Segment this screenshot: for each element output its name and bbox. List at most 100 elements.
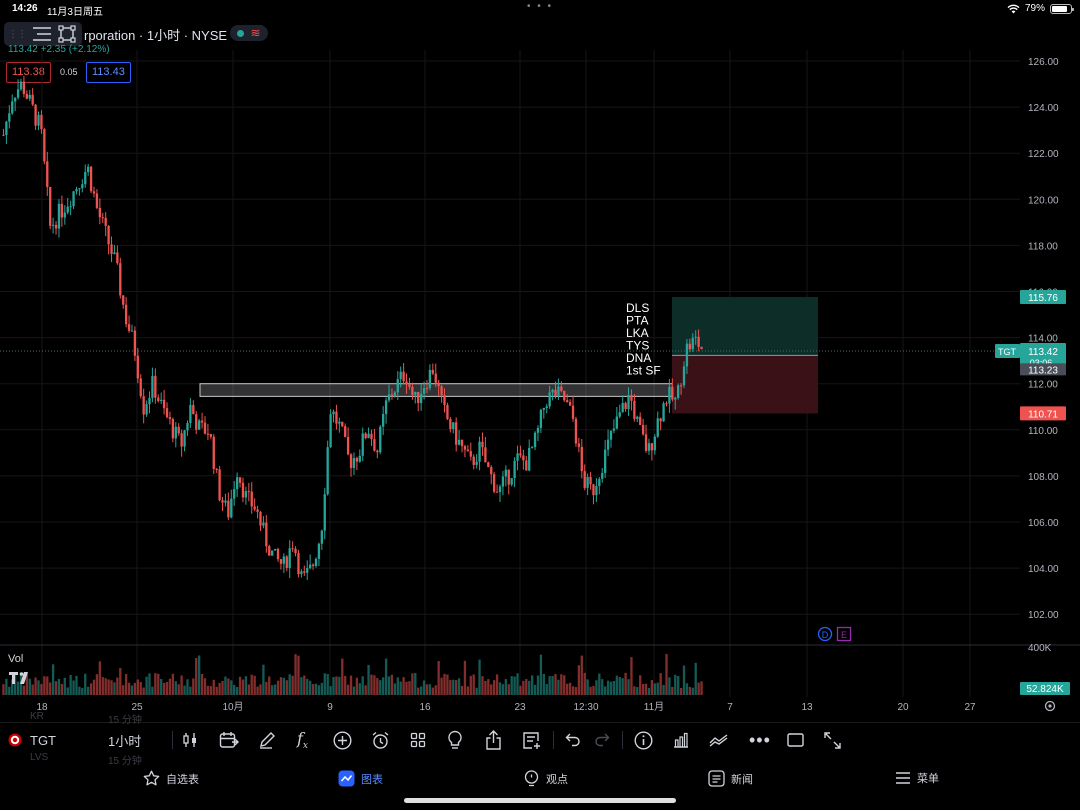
volume-bar xyxy=(560,674,563,695)
ask-button[interactable]: 113.43 xyxy=(86,62,131,83)
candle-body xyxy=(227,500,230,518)
drawing-toolbox[interactable]: ⋮⋮ xyxy=(4,22,82,46)
candle-body xyxy=(183,430,186,447)
candle xyxy=(583,464,586,491)
symbol-button[interactable]: TGT xyxy=(8,727,56,753)
market-status-pill[interactable]: ≋ xyxy=(230,25,268,41)
volume-bar xyxy=(72,680,75,695)
settings-gear-icon[interactable] xyxy=(1044,700,1056,712)
nav-watchlist[interactable]: 自选表 xyxy=(143,770,199,787)
candle xyxy=(396,371,399,400)
menu-lines-icon[interactable] xyxy=(32,26,52,42)
candle xyxy=(455,417,458,452)
nav-menu[interactable]: 菜单 xyxy=(895,770,939,786)
candle-body xyxy=(206,433,210,435)
candle xyxy=(551,388,554,401)
candle-body xyxy=(557,386,560,396)
candle xyxy=(615,407,618,430)
interval-button[interactable]: 1小时 xyxy=(108,727,141,753)
replay-button[interactable] xyxy=(219,727,239,753)
volume-bar xyxy=(481,676,484,695)
candle-body xyxy=(11,101,14,114)
volume-bar xyxy=(382,677,385,695)
candle xyxy=(694,330,697,345)
candle xyxy=(522,449,525,470)
candle xyxy=(384,397,388,424)
indicators-button[interactable]: fx xyxy=(297,727,308,753)
candle xyxy=(674,396,677,410)
volume-bar xyxy=(641,684,645,695)
candle xyxy=(568,399,572,406)
position-note: DNA xyxy=(626,351,651,365)
more-button[interactable]: ••• xyxy=(749,727,771,753)
price-chart[interactable]: 126.00124.00122.00120.00118.00116.00114.… xyxy=(0,50,1080,720)
candle xyxy=(151,367,154,403)
alert-button[interactable] xyxy=(371,727,390,753)
window-button[interactable] xyxy=(787,727,804,753)
volume-bar xyxy=(2,684,5,695)
volume-bar xyxy=(148,673,151,695)
bottom-navigation: 自选表 图表 观点 新闻 菜单 xyxy=(0,760,1080,800)
home-indicator[interactable] xyxy=(404,798,676,803)
notes-button[interactable] xyxy=(522,727,542,753)
nav-ideas[interactable]: 观点 xyxy=(523,770,568,787)
candle-body xyxy=(107,225,110,245)
layouts-button[interactable] xyxy=(410,727,426,753)
candle-body xyxy=(358,455,361,462)
volume-bar xyxy=(66,687,69,695)
candle xyxy=(230,489,233,519)
drag-handle-icon[interactable]: ⋮⋮ xyxy=(8,28,27,40)
multitask-dots[interactable]: • • • xyxy=(527,1,554,12)
volume-bar xyxy=(455,680,458,695)
candle-body xyxy=(478,441,481,462)
candle xyxy=(271,550,274,556)
candle-body xyxy=(300,571,303,575)
position-note: PTA xyxy=(626,314,648,328)
candle-body xyxy=(609,430,613,440)
candle xyxy=(136,348,139,384)
volume-bar xyxy=(493,680,496,695)
volume-bar xyxy=(279,677,283,695)
spread-value: 0.05 xyxy=(60,67,78,77)
bid-button[interactable]: 113.38 xyxy=(6,62,51,83)
add-button[interactable] xyxy=(333,727,352,753)
info-button[interactable] xyxy=(634,727,653,753)
candle-body xyxy=(75,189,78,192)
candle xyxy=(677,383,680,400)
candle-body xyxy=(329,414,332,448)
volume-bar xyxy=(16,681,20,695)
volume-bar xyxy=(639,675,642,695)
fullscreen-button[interactable] xyxy=(824,727,841,753)
volume-bar xyxy=(37,680,40,695)
volume-bar xyxy=(370,674,373,695)
volume-bar xyxy=(233,684,236,695)
candle xyxy=(662,401,665,422)
share-button[interactable] xyxy=(485,727,502,753)
undo-button[interactable] xyxy=(565,727,581,753)
candle xyxy=(72,190,75,210)
nav-news[interactable]: 新闻 xyxy=(708,770,753,787)
ideas-button[interactable] xyxy=(447,727,463,753)
compare-button[interactable] xyxy=(709,727,729,753)
nav-chart[interactable]: 图表 xyxy=(338,770,383,787)
drawing-tools-button[interactable] xyxy=(258,727,276,753)
volume-bar xyxy=(326,673,329,695)
candle-body xyxy=(8,113,11,122)
redo-button[interactable] xyxy=(594,727,610,753)
candle xyxy=(174,422,177,448)
candle-body xyxy=(431,369,434,374)
candle-body xyxy=(621,402,624,413)
volume-bar xyxy=(174,681,177,695)
financials-button[interactable] xyxy=(673,727,689,753)
candle-body xyxy=(145,404,148,415)
chart-type-button[interactable] xyxy=(182,727,198,753)
candle xyxy=(601,467,604,483)
symbol-title[interactable]: rporation · 1小时 · NYSE xyxy=(84,28,228,43)
volume-bar xyxy=(571,686,575,695)
select-box-icon[interactable] xyxy=(58,25,76,43)
candle-body xyxy=(215,468,218,470)
candle-body xyxy=(326,447,329,495)
candle xyxy=(31,88,34,107)
candle xyxy=(148,391,151,414)
candle xyxy=(548,385,551,409)
